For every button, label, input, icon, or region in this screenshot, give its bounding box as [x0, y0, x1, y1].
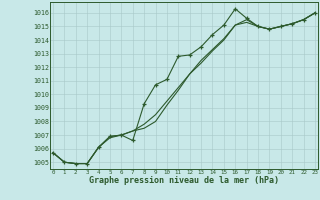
X-axis label: Graphe pression niveau de la mer (hPa): Graphe pression niveau de la mer (hPa)	[89, 176, 279, 185]
